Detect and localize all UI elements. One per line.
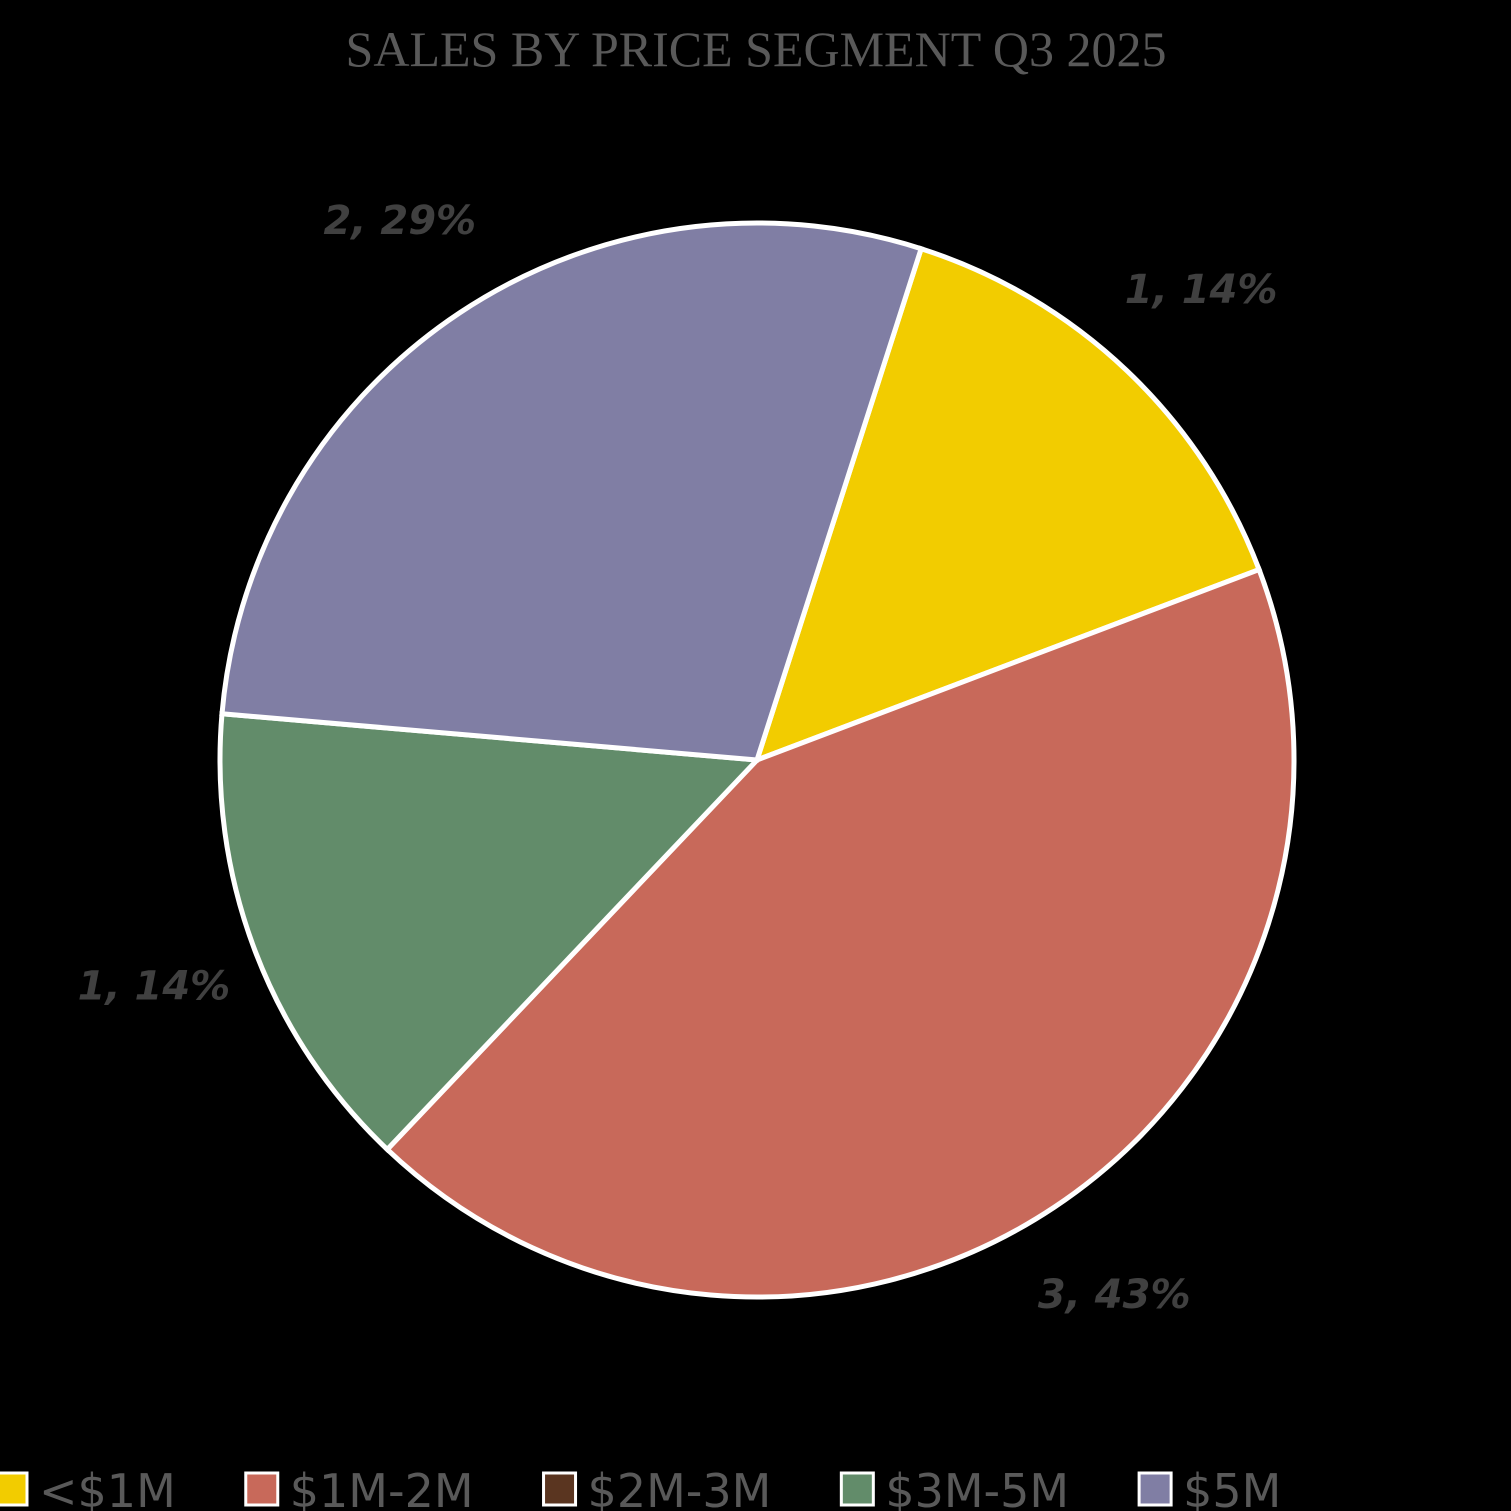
legend-swatch [839, 1471, 875, 1507]
legend-swatch [542, 1471, 578, 1507]
chart-title: SALES BY PRICE SEGMENT Q3 2025 [346, 21, 1167, 77]
pie-slice [383, 566, 1297, 1300]
legend-swatch [0, 1471, 29, 1507]
pie-slice [219, 220, 925, 763]
data-label: 2, 29% [323, 198, 476, 244]
pie-slice [217, 711, 763, 1153]
data-label: 1, 14% [1125, 267, 1278, 313]
data-label: 3, 43% [1038, 1272, 1191, 1318]
legend-label: $3M-5M [885, 1464, 1069, 1511]
legend-swatch [244, 1471, 280, 1507]
legend-swatch [1137, 1471, 1173, 1507]
legend-label: $5M [1183, 1464, 1281, 1511]
legend-label: $2M-3M [588, 1464, 772, 1511]
legend-label: $1M-2M [290, 1464, 474, 1511]
legend-label: <$1M [39, 1464, 176, 1511]
data-label: 1, 14% [78, 964, 231, 1010]
